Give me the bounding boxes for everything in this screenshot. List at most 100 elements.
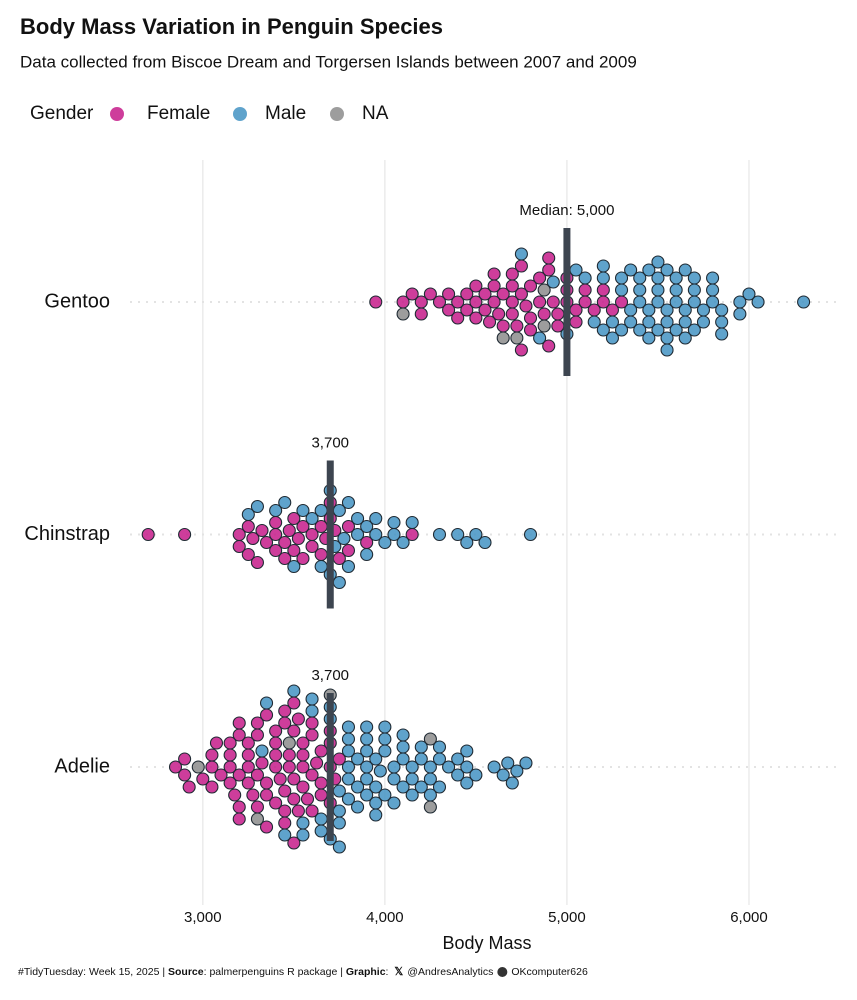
data-point (296, 736, 310, 750)
caption-part: @AndresAnalytics (407, 966, 493, 978)
data-point (223, 748, 237, 762)
data-point (569, 315, 583, 329)
data-point (715, 315, 729, 329)
data-point (496, 331, 510, 345)
data-point (451, 311, 465, 325)
x-tick-label: 3,000 (184, 909, 222, 926)
data-point (178, 752, 192, 766)
data-point (423, 788, 437, 802)
data-point (537, 319, 551, 333)
data-point (332, 804, 346, 818)
data-point (351, 752, 365, 766)
data-point (678, 263, 692, 277)
data-point (341, 720, 356, 734)
data-point (669, 283, 683, 297)
data-point (196, 772, 210, 786)
data-point (733, 307, 747, 321)
data-point (496, 287, 510, 301)
data-point (414, 740, 428, 754)
data-point (378, 744, 392, 758)
data-point (423, 772, 437, 786)
data-point (451, 295, 465, 309)
data-point (332, 840, 346, 854)
data-point (387, 772, 401, 786)
data-point (414, 307, 428, 321)
data-point (405, 287, 419, 301)
data-point (378, 720, 392, 734)
data-point (460, 744, 474, 758)
data-point (314, 788, 328, 802)
data-point (537, 283, 551, 297)
data-point (605, 331, 619, 345)
data-point (624, 315, 638, 329)
data-point (209, 736, 224, 750)
data-point (519, 756, 533, 770)
data-point (282, 736, 296, 750)
data-point (542, 263, 556, 277)
data-point (510, 764, 524, 778)
data-point (514, 247, 528, 261)
data-point (596, 271, 610, 285)
data-point (423, 732, 437, 746)
data-point (232, 716, 246, 730)
caption-icons: 𝕏 (394, 966, 508, 978)
data-point (396, 780, 410, 794)
data-point (460, 776, 474, 790)
data-point (291, 712, 305, 726)
data-point (405, 788, 419, 802)
data-point (232, 800, 246, 814)
data-point (282, 523, 296, 538)
data-point (250, 768, 264, 782)
data-point (287, 724, 301, 738)
data-point (269, 748, 283, 762)
data-point (314, 503, 328, 518)
data-point (614, 283, 629, 297)
data-point (542, 339, 556, 353)
data-point (396, 740, 410, 754)
data-point (341, 732, 356, 746)
data-point (214, 768, 228, 782)
data-point (533, 331, 547, 345)
data-point (642, 315, 656, 329)
data-point (396, 307, 410, 321)
data-point (278, 828, 292, 842)
data-point (360, 772, 374, 786)
data-point (587, 315, 601, 329)
data-point (232, 539, 246, 554)
data-point (369, 511, 383, 526)
data-point (546, 295, 560, 309)
data-point (205, 780, 219, 794)
data-point (469, 527, 483, 542)
data-point (706, 271, 720, 285)
data-point (432, 527, 447, 542)
data-point (510, 331, 524, 345)
data-point (296, 816, 310, 830)
data-point (278, 551, 292, 566)
data-point (191, 760, 205, 774)
data-point (432, 295, 447, 309)
data-point (305, 539, 319, 554)
data-point (423, 800, 437, 814)
legend-label: Male (265, 103, 306, 124)
data-point (287, 684, 301, 698)
data-point (296, 519, 310, 534)
data-point (269, 515, 283, 530)
data-point (305, 704, 319, 718)
data-point (291, 531, 305, 546)
data-point (460, 303, 474, 317)
data-point (241, 519, 255, 534)
data-point (505, 307, 519, 321)
data-point (296, 748, 310, 762)
median-label: 3,700 (311, 434, 349, 451)
data-point (287, 543, 301, 558)
data-point (282, 748, 296, 762)
data-point (633, 283, 647, 297)
data-point (487, 267, 501, 281)
data-point (287, 772, 301, 786)
data-point (642, 331, 656, 345)
data-point (341, 792, 356, 806)
data-point (296, 780, 310, 794)
data-point (469, 295, 483, 309)
data-point (287, 559, 301, 574)
data-point (369, 527, 383, 542)
